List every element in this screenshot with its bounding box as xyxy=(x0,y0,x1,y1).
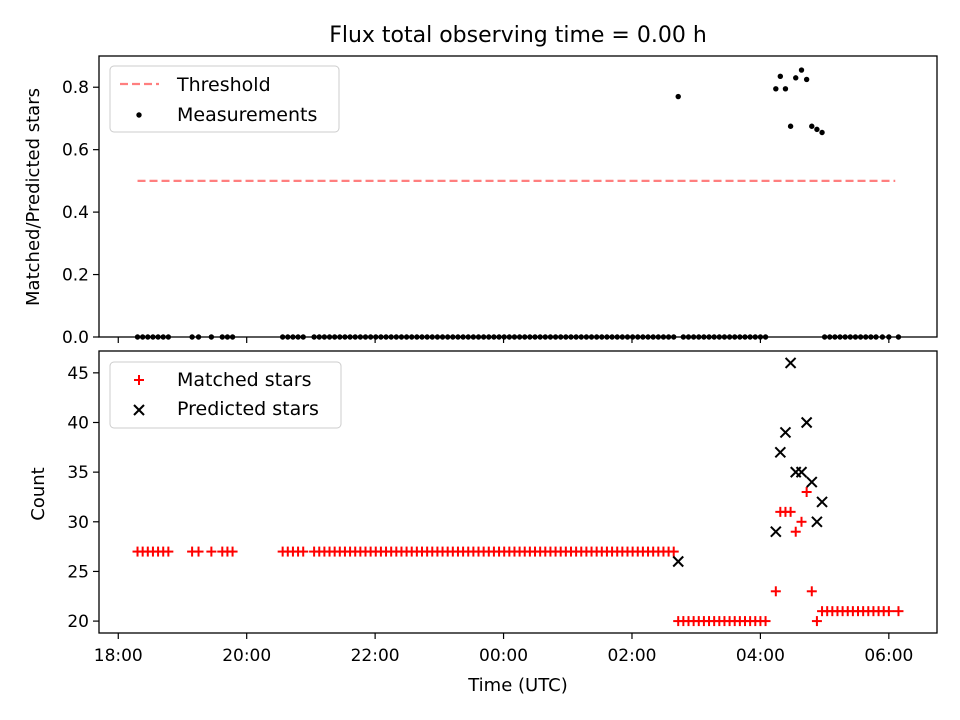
matched-star-point xyxy=(668,546,679,557)
legend-box xyxy=(109,65,340,133)
top-panel-ticks: 0.0 0.2 0.4 0.6 0.8 xyxy=(62,78,890,348)
predicted-star-point xyxy=(770,526,782,538)
top-y-tick-label: 0.8 xyxy=(62,78,89,98)
measurement-point xyxy=(814,126,820,133)
predicted-star-point xyxy=(800,416,813,429)
bottom-panel: 20 25 30 35 40 45 18:00 20:00 22:00 00:00 02:00 04:… xyxy=(28,350,938,696)
legend-predicted-label: Predicted stars xyxy=(177,398,319,420)
matched-star-point xyxy=(790,526,801,537)
bottom-y-tick-label: 45 xyxy=(67,364,89,384)
matched-star-point xyxy=(883,606,894,617)
legend-matched-label: Matched stars xyxy=(177,369,311,391)
measurement-point xyxy=(777,73,784,79)
predicted-star-point xyxy=(779,426,792,439)
x-tick-label: 02:00 xyxy=(607,646,656,666)
matched-star-point xyxy=(227,546,238,557)
bottom-panel-marks xyxy=(132,357,904,627)
measurement-point xyxy=(782,86,789,92)
top-panel-legend: Threshold Measurements xyxy=(109,65,340,133)
x-tick-label: 06:00 xyxy=(864,646,913,666)
measurement-point xyxy=(819,129,825,136)
x-axis-label: Time (UTC) xyxy=(467,675,568,696)
predicted-star-point xyxy=(811,516,823,528)
bottom-panel-frame xyxy=(98,350,938,634)
top-y-tick-label: 0.2 xyxy=(62,266,89,286)
predicted-star-point xyxy=(784,357,797,369)
matched-star-point xyxy=(163,546,174,557)
predicted-star-point xyxy=(795,466,808,478)
measurement-point xyxy=(675,93,681,100)
x-tick-label: 00:00 xyxy=(479,646,528,666)
matched-star-point xyxy=(811,616,822,627)
bottom-y-tick-label: 35 xyxy=(67,463,89,483)
measurement-point xyxy=(787,123,794,129)
measurement-point xyxy=(798,67,805,73)
matched-star-point xyxy=(806,586,817,597)
x-tick-label: 18:00 xyxy=(94,646,143,666)
matched-star-point xyxy=(206,546,217,557)
bottom-panel-ticks: 20 25 30 35 40 45 18:00 20:00 22:00 00:00 02:00 04:… xyxy=(67,364,913,666)
matched-star-point xyxy=(893,606,904,617)
matched-star-point xyxy=(760,616,771,627)
legend-predicted-swatch xyxy=(133,404,145,416)
top-y-tick-label: 0.6 xyxy=(62,141,89,161)
legend-x-marker xyxy=(133,404,145,416)
x-tick-label: 04:00 xyxy=(736,646,785,666)
legend-measurements-label: Measurements xyxy=(177,104,317,126)
bottom-y-tick-label: 25 xyxy=(67,562,89,582)
legend-plus-marker xyxy=(134,375,144,385)
bottom-y-tick-label: 40 xyxy=(67,413,89,433)
legend-threshold-label: Threshold xyxy=(176,74,271,96)
matched-star-point xyxy=(193,546,204,557)
x-tick-label: 20:00 xyxy=(222,646,271,666)
measurement-point xyxy=(803,76,810,83)
bottom-panel-legend: Matched stars Predicted stars xyxy=(109,361,342,429)
measurement-point xyxy=(773,86,779,92)
predicted-star-point xyxy=(672,555,684,568)
top-panel-frame xyxy=(98,55,938,338)
matched-star-point xyxy=(801,487,812,497)
top-panel: 0.00.20.40.60.8 Matched/Predicted stars … xyxy=(23,55,938,348)
predicted-star-point xyxy=(806,476,818,488)
predicted-star-point xyxy=(774,446,787,458)
legend-matched-swatch xyxy=(134,375,144,385)
x-tick-label: 22:00 xyxy=(351,646,400,666)
top-panel-ylabel: Matched/Predicted stars xyxy=(23,88,44,306)
matched-star-point xyxy=(298,546,309,557)
matched-star-point xyxy=(785,506,796,517)
legend-box xyxy=(109,361,342,429)
bottom-panel-ylabel: Count xyxy=(28,467,49,520)
chart-title: Flux total observing time = 0.00 h xyxy=(329,23,707,48)
measurement-point xyxy=(793,75,799,81)
top-y-tick-label: 0.4 xyxy=(62,203,89,223)
matched-star-point xyxy=(796,516,807,527)
predicted-star-point xyxy=(816,496,828,508)
measurement-point xyxy=(809,123,815,129)
legend-measurements-swatch xyxy=(136,112,142,118)
bottom-y-tick-label: 20 xyxy=(67,612,89,632)
matched-star-point xyxy=(770,586,781,597)
top-y-tick-label: 0.0 xyxy=(62,328,89,348)
bottom-y-tick-label: 30 xyxy=(67,513,89,533)
